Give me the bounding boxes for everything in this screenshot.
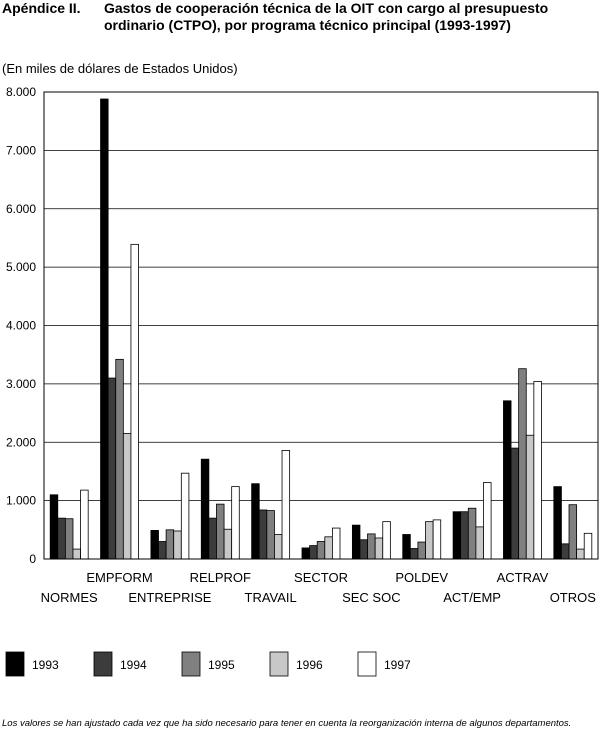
category-label: POLDEV <box>395 570 448 585</box>
bar-relprof-1997 <box>231 486 240 560</box>
bar-travail-1997 <box>281 450 291 560</box>
bar-otros-1996 <box>576 548 585 560</box>
bar-travail-1993 <box>251 483 260 560</box>
bar-sec-soc-1993 <box>351 524 361 560</box>
y-tick-label: 2.000 <box>6 435 36 449</box>
legend-label: 1993 <box>32 658 59 672</box>
legend-label: 1996 <box>296 658 323 672</box>
bar-normes-1994 <box>57 517 66 560</box>
bar-act-emp-1996 <box>475 526 484 560</box>
category-labels: NORMES EMPFORM ENTREPRISE RELPROF TRAVAIL SEC… <box>41 570 597 605</box>
bar-sector-1997 <box>331 527 341 560</box>
bar-normes-1997 <box>80 489 89 560</box>
bar-entreprise-1995 <box>165 529 175 560</box>
y-tick-label: 5.000 <box>6 260 36 274</box>
bar-sec-soc-1995 <box>367 533 376 560</box>
y-tick-label: 7.000 <box>6 143 36 157</box>
bar-sector-1993 <box>301 547 310 560</box>
category-label: ACTRAV <box>497 570 549 585</box>
appendix-label: Apéndice II. <box>2 0 81 16</box>
bar-actrav-1993 <box>503 400 512 560</box>
bar-actrav-1995 <box>518 368 527 560</box>
bar-entreprise-1994 <box>158 541 167 560</box>
bar-entreprise-1997 <box>180 472 190 560</box>
bar-poldev-1995 <box>417 541 426 560</box>
bar-otros-1993 <box>553 486 562 560</box>
y-tick-label: 3.000 <box>6 377 36 391</box>
category-label: TRAVAIL <box>245 590 297 605</box>
legend-label: 1995 <box>208 658 235 672</box>
bar-actrav-1994 <box>510 447 520 560</box>
bar-sector-1996 <box>324 536 333 560</box>
legend-swatch <box>181 651 201 677</box>
plot-frame <box>43 91 599 560</box>
bars <box>49 98 593 560</box>
y-tick-label: 4.000 <box>6 319 36 333</box>
legend-swatch <box>269 651 289 677</box>
bar-poldev-1993 <box>402 534 411 560</box>
legend-swatch <box>5 651 25 677</box>
bar-travail-1995 <box>266 510 275 560</box>
y-tick-label: 1.000 <box>6 494 36 508</box>
legend-swatch <box>93 651 113 677</box>
legend-label: 1997 <box>384 658 411 672</box>
bar-poldev-1996 <box>425 521 434 560</box>
bar-act-emp-1997 <box>483 482 492 560</box>
category-label: NORMES <box>41 590 98 605</box>
bar-relprof-1996 <box>223 528 233 560</box>
category-label: RELPROF <box>190 570 251 585</box>
category-label: SEC SOC <box>342 590 401 605</box>
category-label: OTROS <box>550 590 597 605</box>
bar-sec-soc-1994 <box>359 539 368 560</box>
y-tick-label: 8.000 <box>6 85 36 99</box>
bar-travail-1994 <box>258 509 268 560</box>
bar-normes-1993 <box>49 494 59 560</box>
bar-act-emp-1993 <box>452 511 462 560</box>
bar-poldev-1994 <box>409 548 419 560</box>
bar-sec-soc-1997 <box>382 521 391 560</box>
axes: 0 1.000 2.000 3.000 4.000 5.000 6.000 7.000 8.00… <box>6 85 599 566</box>
bar-relprof-1994 <box>208 517 217 560</box>
legend-label: 1994 <box>120 658 147 672</box>
bar-empform-1993 <box>100 98 109 560</box>
bar-normes-1995 <box>64 518 74 560</box>
bar-actrav-1996 <box>525 434 535 560</box>
y-tick-label: 0 <box>29 552 36 566</box>
bar-act-emp-1994 <box>460 511 469 560</box>
units-note: (En miles de dólares de Estados Unidos) <box>2 61 238 76</box>
category-label: EMPFORM <box>86 570 152 585</box>
bar-actrav-1997 <box>533 381 542 560</box>
bar-empform-1995 <box>115 358 124 560</box>
bar-relprof-1993 <box>200 458 210 560</box>
category-label: ENTREPRISE <box>128 590 211 605</box>
chart-title: Gastos de cooperación técnica de la OIT … <box>104 0 549 33</box>
bar-relprof-1995 <box>216 503 225 560</box>
footnote: Los valores se han ajustado cada vez que… <box>2 718 572 729</box>
bar-otros-1994 <box>561 543 570 560</box>
bar-otros-1997 <box>583 532 593 560</box>
bar-empform-1996 <box>122 433 132 560</box>
legend-swatch <box>357 651 377 677</box>
bar-sector-1995 <box>316 541 326 560</box>
bar-travail-1996 <box>274 534 283 560</box>
bar-normes-1996 <box>72 548 81 560</box>
bar-otros-1995 <box>568 504 578 560</box>
bar-empform-1997 <box>130 243 139 560</box>
bar-poldev-1997 <box>432 519 442 560</box>
bar-entreprise-1993 <box>150 529 159 560</box>
bar-sector-1994 <box>309 545 318 560</box>
bar-empform-1994 <box>107 377 117 560</box>
y-tick-label: 6.000 <box>6 202 36 216</box>
bar-act-emp-1995 <box>467 507 477 560</box>
legend: 1993 1994 1995 1996 1997 <box>5 651 411 677</box>
bar-entreprise-1996 <box>173 530 182 560</box>
category-label: SECTOR <box>294 570 348 585</box>
category-label: ACT/EMP <box>443 590 501 605</box>
bar-sec-soc-1996 <box>374 537 384 560</box>
